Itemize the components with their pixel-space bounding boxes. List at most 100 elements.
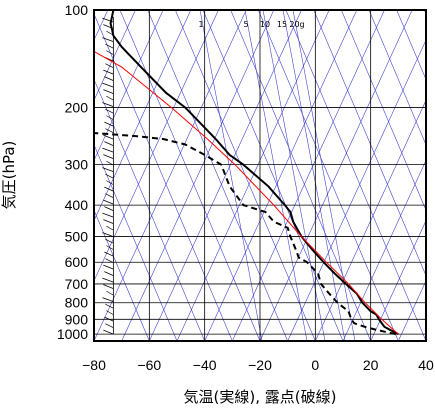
adiabat-line	[94, 143, 178, 341]
wind-barb	[104, 251, 114, 257]
guide-lines-group	[94, 10, 426, 341]
wind-barb	[103, 154, 114, 159]
wind-barb	[105, 63, 114, 68]
y-tick-label: 900	[65, 311, 89, 327]
wind-barb	[106, 290, 114, 296]
adiabat-line	[202, 10, 344, 341]
wind-barb	[105, 43, 114, 49]
wind-barb	[105, 258, 114, 263]
y-tick-label: 100	[65, 2, 89, 18]
isotherm-line	[94, 10, 192, 222]
isotherm-line	[204, 10, 358, 341]
mixing-ratio-line	[244, 10, 308, 341]
isotherm-line	[425, 340, 426, 341]
wind-barb	[103, 89, 114, 94]
wind-barb	[104, 206, 114, 211]
y-tick-label: 400	[65, 197, 89, 213]
wind-barb	[105, 323, 114, 328]
wind-barb	[103, 199, 114, 205]
y-tick-label: 200	[65, 100, 89, 116]
x-tick-labels: −80 −60 −40 −20 0 20 40	[82, 357, 434, 373]
wind-barb	[103, 134, 114, 140]
wind-barb	[105, 173, 114, 179]
isotherm-line	[315, 99, 426, 341]
wind-barb	[104, 186, 114, 192]
wind-barb	[102, 297, 114, 302]
wind-barb	[106, 50, 114, 55]
y-tick-label: 300	[65, 157, 89, 173]
y-axis-title: 気圧(hPa)	[0, 141, 18, 210]
wind-barb	[102, 37, 114, 42]
mixing-ratio-label: 20g	[289, 20, 304, 29]
wind-barbs-group	[102, 16, 114, 335]
wind-barb	[102, 82, 114, 88]
isotherm-line	[342, 159, 426, 341]
adiabat-line	[94, 209, 150, 341]
x-tick-label: 0	[311, 357, 319, 373]
adiabat-line	[94, 78, 205, 341]
wind-barb	[105, 238, 114, 244]
wind-barb	[106, 225, 114, 231]
wind-barb	[102, 232, 114, 237]
wind-barb	[105, 303, 114, 309]
mixing-ratio-labels: 1 5 10 15 20g	[198, 20, 304, 29]
mixing-ratio-label: 10	[260, 20, 270, 29]
wind-barb	[103, 69, 114, 75]
isotherm-line	[370, 219, 426, 341]
isotherm-line	[176, 10, 330, 341]
wind-barb	[106, 160, 114, 166]
y-tick-label: 800	[65, 295, 89, 311]
adiabat-line	[258, 10, 399, 341]
wind-barb	[106, 180, 114, 185]
wind-barb	[105, 108, 114, 114]
wind-barb	[103, 219, 114, 224]
wind-barb	[104, 121, 114, 127]
adiabat-line	[94, 13, 233, 341]
isotherm-line	[121, 10, 275, 341]
temperature-line	[109, 10, 399, 335]
y-tick-label: 500	[65, 229, 89, 245]
adiabat-line	[396, 10, 426, 81]
isotherm-line	[94, 10, 136, 101]
wind-barb	[106, 95, 114, 101]
wind-barb	[106, 245, 114, 250]
isotherm-line	[259, 10, 413, 341]
wind-barb	[102, 147, 114, 153]
isotherm-line	[149, 10, 302, 341]
x-tick-label: 40	[418, 357, 434, 373]
x-tick-label: 20	[363, 357, 379, 373]
wind-barb	[106, 115, 114, 120]
adiabat-line	[368, 10, 426, 146]
series-group	[94, 10, 399, 336]
x-tick-label: −20	[248, 357, 272, 373]
x-axis-title: 気温(実線), 露点(破線)	[184, 388, 337, 406]
adiabat-line	[285, 10, 426, 341]
y-tick-label: 1000	[57, 326, 88, 342]
isotherm-line	[94, 10, 219, 282]
mixing-ratio-label: 1	[198, 20, 203, 29]
adiabat-line	[230, 10, 371, 341]
isotherm-line	[287, 39, 426, 341]
grid-group	[94, 10, 426, 341]
wind-barb	[103, 329, 114, 335]
mixing-ratio-line	[262, 10, 326, 341]
isotherm-line	[94, 10, 247, 341]
wind-barb	[104, 141, 114, 146]
wind-barb	[102, 277, 114, 283]
mixing-ratio-line	[282, 10, 346, 341]
wind-barb	[102, 212, 114, 218]
y-tick-label: 600	[65, 254, 89, 270]
wind-barb	[103, 264, 114, 270]
wind-barb	[104, 316, 114, 322]
mixing-ratio-line	[292, 10, 356, 341]
wind-barb	[102, 102, 114, 107]
x-tick-label: −60	[137, 357, 161, 373]
wind-barb	[105, 193, 114, 198]
wind-barb	[103, 284, 114, 289]
adiabat-line	[313, 10, 426, 277]
mixing-ratio-label: 5	[243, 20, 248, 29]
wind-barb	[104, 76, 114, 81]
adiabat-line	[341, 10, 426, 211]
